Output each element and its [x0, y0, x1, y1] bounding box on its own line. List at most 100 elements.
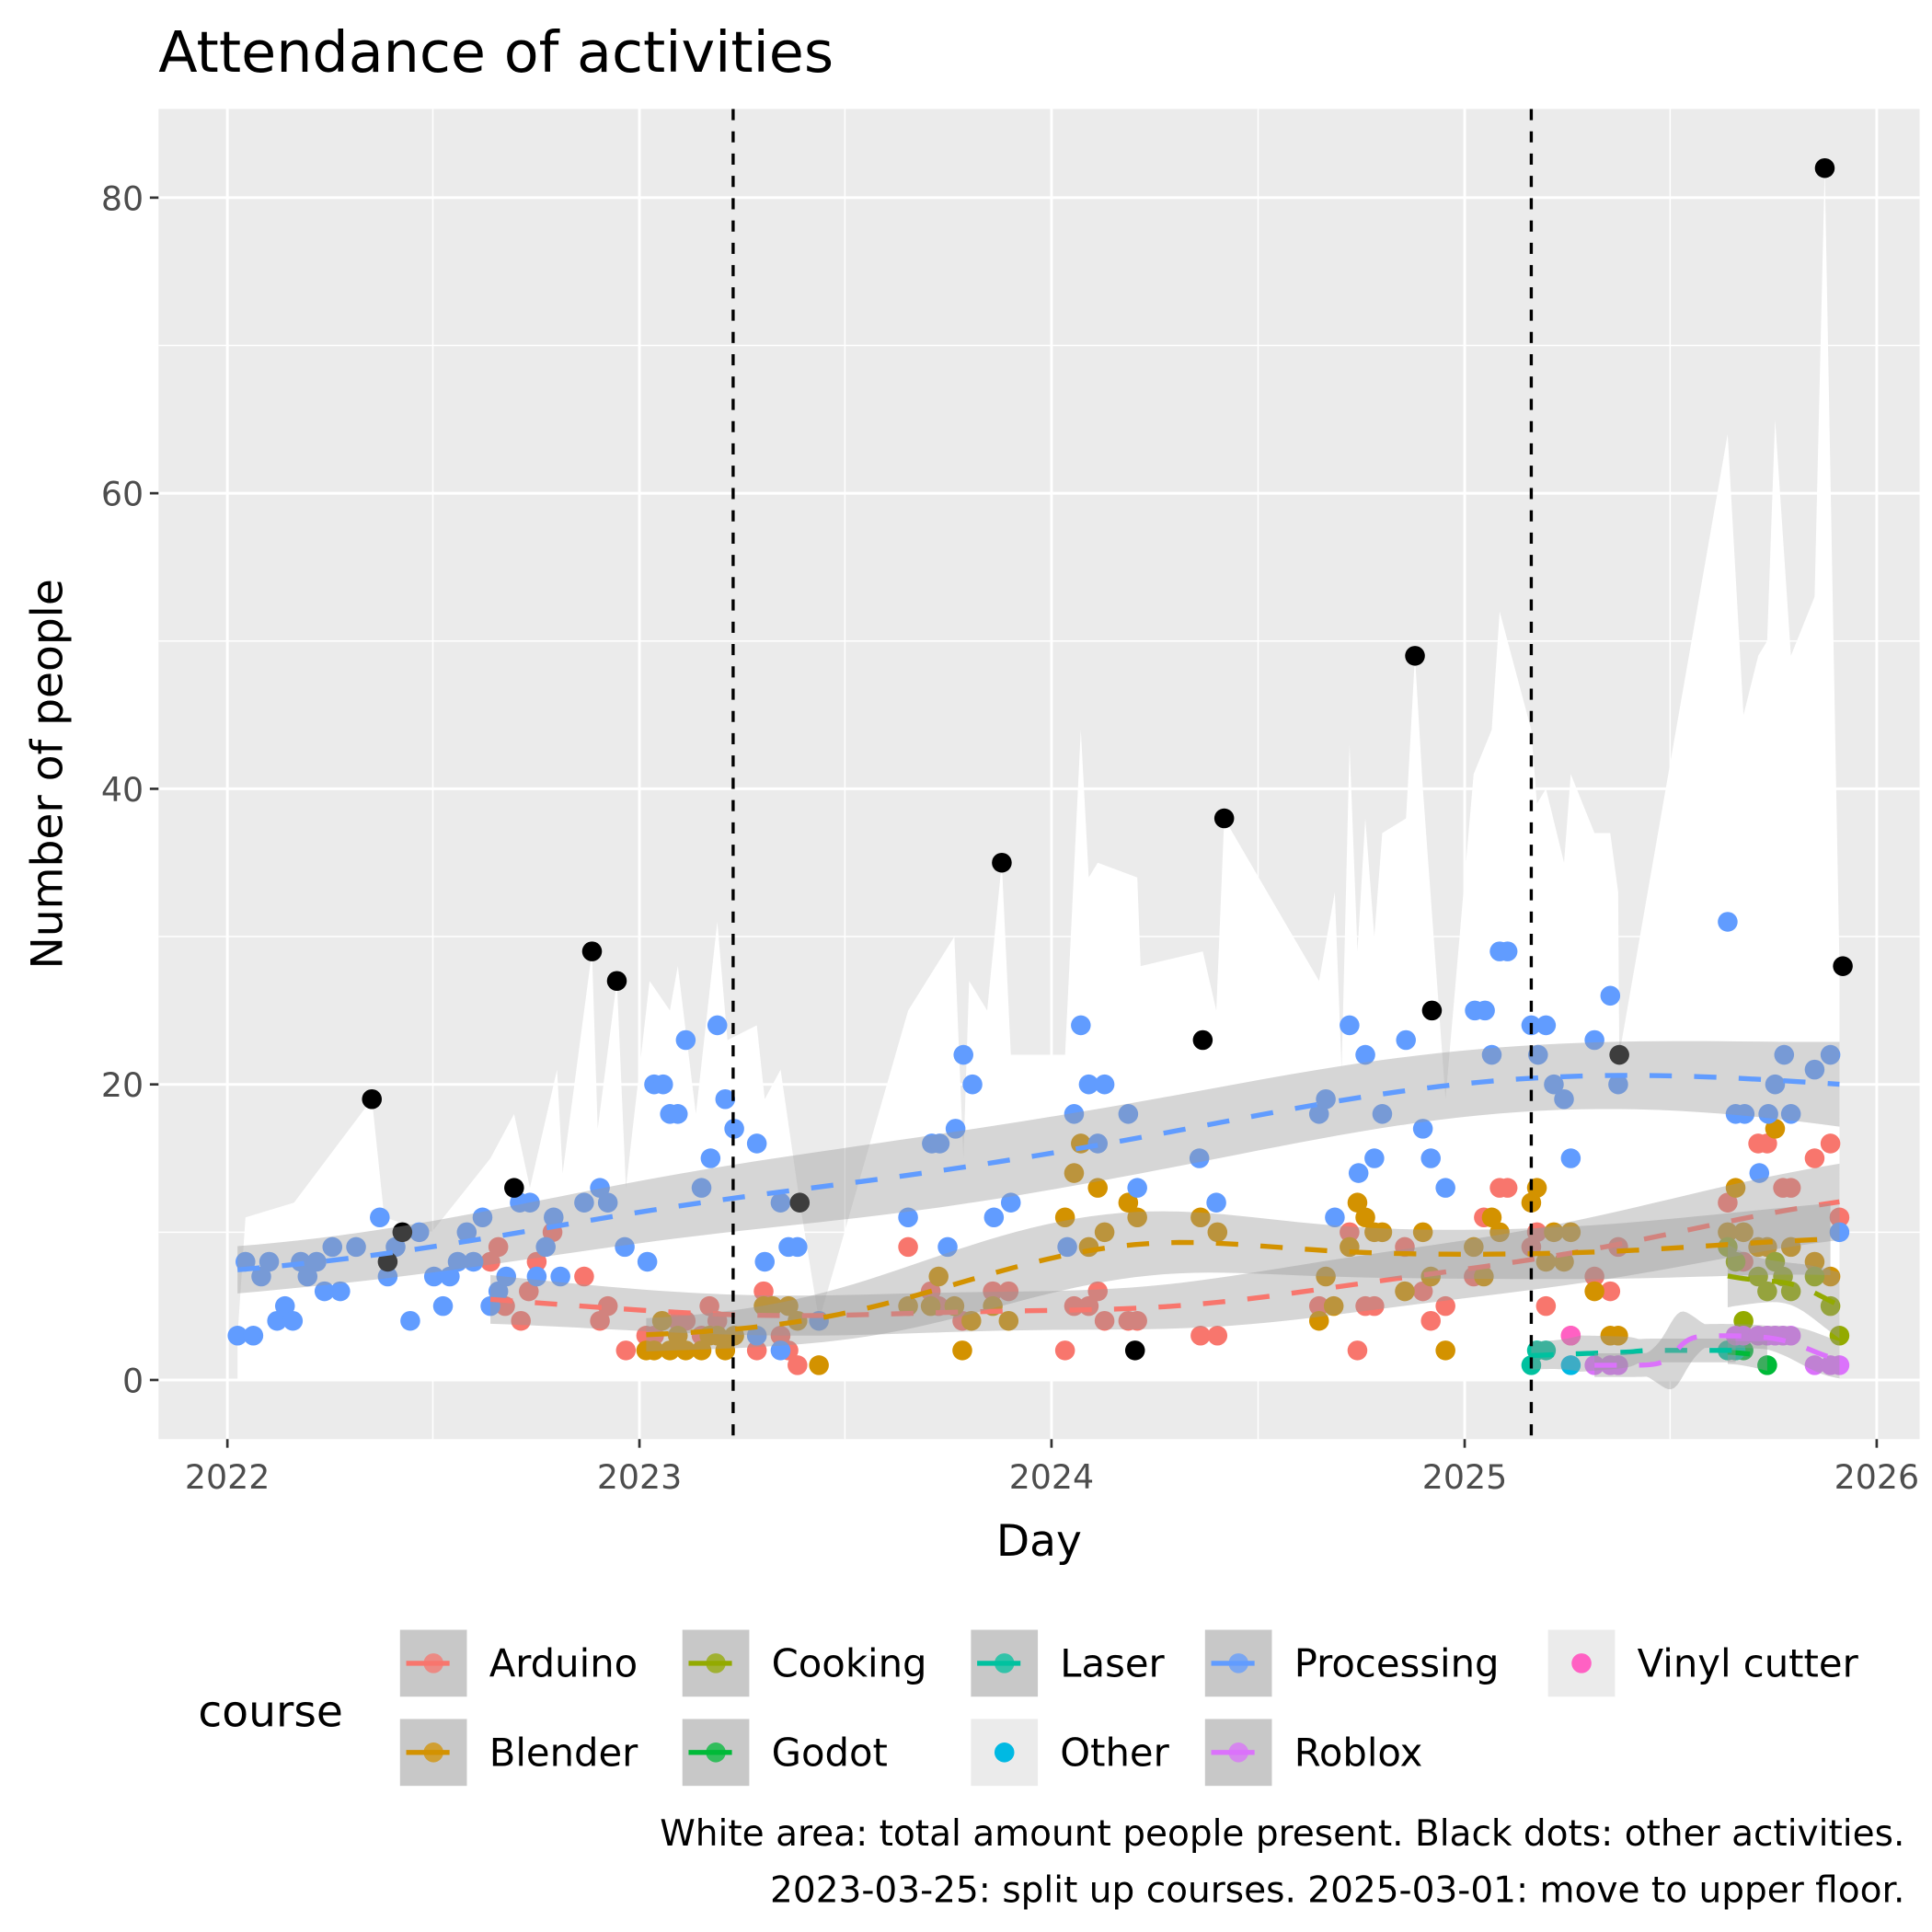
point-blender: [1372, 1222, 1393, 1243]
point-processing: [1804, 1059, 1825, 1080]
point-processing: [1535, 1015, 1557, 1036]
point-processing: [1127, 1178, 1147, 1198]
legend-label-arduino: Arduino: [489, 1641, 638, 1686]
legend-item-processing: Processing: [1204, 1629, 1500, 1697]
point-arduino: [788, 1355, 808, 1375]
point-other-activity: [504, 1178, 524, 1198]
point-processing: [707, 1015, 728, 1036]
point-blender: [928, 1266, 949, 1287]
point-cooking: [1733, 1310, 1754, 1331]
legend: Arduino Blender Cooking Godot Laser Other Proc…: [399, 1629, 1859, 1787]
point-arduino: [1094, 1310, 1115, 1331]
trend-band-roblox: [1594, 1311, 1840, 1390]
point-processing: [1057, 1236, 1077, 1258]
point-processing: [377, 1266, 398, 1287]
point-roblox: [1804, 1355, 1825, 1375]
point-arduino: [983, 1281, 1003, 1302]
point-processing: [746, 1133, 767, 1154]
point-processing: [1308, 1104, 1329, 1124]
trend-band-arduino: [490, 1163, 1840, 1336]
point-processing: [330, 1281, 351, 1302]
legend-point-arduino: [423, 1653, 443, 1673]
legend-label-roblox: Roblox: [1294, 1731, 1423, 1776]
point-cooking: [1780, 1281, 1801, 1302]
point-processing: [637, 1251, 658, 1272]
point-processing: [306, 1251, 327, 1272]
point-processing: [597, 1192, 618, 1213]
point-processing: [724, 1119, 744, 1139]
point-other-activity: [1814, 157, 1835, 178]
legend-label-blender: Blender: [489, 1731, 638, 1776]
point-processing: [1412, 1119, 1433, 1139]
point-processing: [1528, 1044, 1548, 1065]
x-axis-title: Day: [996, 1516, 1082, 1567]
point-arduino: [1804, 1148, 1825, 1168]
point-cooking: [1829, 1326, 1850, 1346]
point-processing: [746, 1326, 767, 1346]
point-processing: [472, 1207, 493, 1228]
point-processing: [1497, 941, 1518, 961]
x-tick-label: 2026: [1834, 1457, 1919, 1497]
point-arduino: [519, 1281, 539, 1302]
point-processing: [929, 1133, 950, 1154]
point-processing: [463, 1251, 484, 1272]
legend-label-vinyl-cutter: Vinyl cutter: [1638, 1641, 1859, 1686]
legend-label-cooking: Cooking: [772, 1641, 927, 1686]
point-processing: [1348, 1163, 1369, 1183]
point-blender: [660, 1340, 680, 1361]
point-godot: [1757, 1355, 1777, 1375]
point-processing: [526, 1266, 547, 1287]
y-axis-title: Number of people: [22, 579, 73, 969]
point-processing: [1118, 1104, 1139, 1124]
point-processing: [700, 1148, 721, 1168]
point-blender: [675, 1340, 696, 1361]
point-vinyl-cutter: [1560, 1326, 1581, 1346]
point-processing: [770, 1340, 791, 1361]
point-blender: [715, 1340, 736, 1361]
legend-item-blender: Blender: [399, 1719, 638, 1787]
point-blender: [1544, 1222, 1564, 1243]
point-processing: [574, 1192, 594, 1213]
point-processing: [423, 1266, 444, 1287]
point-processing: [1189, 1148, 1210, 1168]
point-roblox: [1733, 1326, 1754, 1346]
point-blender: [1804, 1251, 1825, 1272]
point-blender: [667, 1326, 688, 1346]
point-processing: [550, 1266, 570, 1287]
point-other: [1560, 1355, 1581, 1375]
point-other-activity: [992, 852, 1012, 873]
legend-item-vinyl-cutter: Vinyl cutter: [1547, 1629, 1859, 1697]
point-processing: [953, 1044, 973, 1065]
point-blender: [920, 1295, 941, 1317]
point-processing: [1364, 1148, 1385, 1168]
point-processing: [1554, 1088, 1574, 1110]
legend-item-cooking: Cooking: [682, 1629, 927, 1697]
trend-band-blender: [646, 1202, 1831, 1351]
point-processing: [227, 1326, 247, 1346]
point-processing: [370, 1207, 390, 1228]
point-blender: [1118, 1192, 1139, 1213]
point-processing: [983, 1207, 1005, 1228]
point-blender: [1481, 1207, 1502, 1228]
point-processing: [314, 1281, 335, 1302]
trend-band-processing: [237, 1041, 1840, 1294]
point-processing: [251, 1266, 271, 1287]
point-arduino: [998, 1281, 1019, 1302]
point-processing: [243, 1326, 264, 1346]
point-other-activity: [1124, 1340, 1145, 1361]
point-blender: [1718, 1222, 1738, 1243]
point-arduino: [898, 1236, 918, 1258]
point-processing: [1584, 1029, 1604, 1051]
point-processing: [274, 1295, 295, 1317]
point-other-activity: [1833, 956, 1853, 976]
point-processing: [653, 1074, 673, 1095]
chart-title: Attendance of activities: [158, 19, 834, 86]
legend-point-vinyl-cutter: [1571, 1653, 1592, 1673]
trend-line-arduino: [489, 1199, 1840, 1318]
point-arduino: [526, 1251, 547, 1272]
point-processing: [400, 1310, 420, 1331]
point-processing: [297, 1266, 318, 1287]
y-tick-label: 40: [101, 770, 144, 810]
point-processing: [488, 1281, 509, 1302]
